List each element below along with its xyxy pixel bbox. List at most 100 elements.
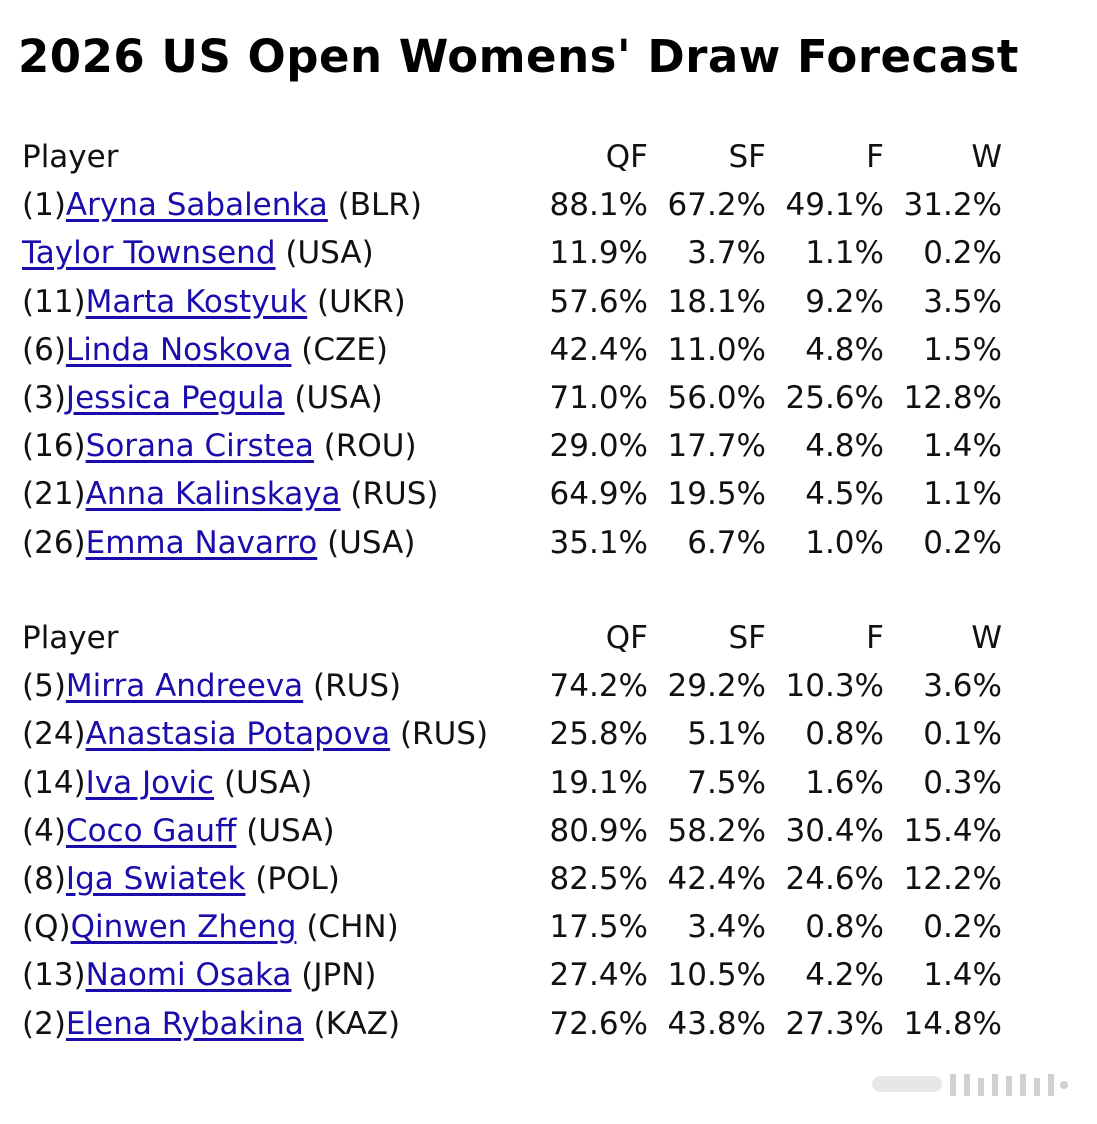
player-row: (13)Naomi Osaka (JPN) 27.4% 10.5% 4.2% 1.4% [14, 951, 1010, 999]
player-column-header: Player [22, 139, 119, 176]
player-name-link[interactable]: Anastasia Potapova [85, 716, 391, 753]
player-country: (JPN) [291, 957, 377, 994]
player-row: (8)Iga Swiatek (POL) 82.5% 42.4% 24.6% 12.2% [14, 855, 1010, 903]
qf-probability-cell: 71.0% [549, 380, 648, 417]
player-name-link[interactable]: Coco Gauff [65, 812, 237, 849]
player-name-link[interactable]: Qinwen Zheng [70, 909, 297, 946]
sf-probability-cell: 5.1% [687, 716, 766, 753]
player-name-link[interactable]: Emma Navarro [85, 524, 318, 561]
qf-probability-cell: 80.9% [549, 812, 648, 849]
player-name-link[interactable]: Anna Kalinskaya [85, 476, 341, 513]
player-row: (4)Coco Gauff (USA) 80.9% 58.2% 30.4% 15.4% [14, 807, 1010, 855]
player-country: (POL) [245, 861, 340, 898]
player-row: (1)Aryna Sabalenka (BLR) 88.1% 67.2% 49.1% 3… [14, 181, 1010, 229]
f-probability-cell: 24.6% [785, 861, 884, 898]
player-row: (5)Mirra Andreeva (RUS) 74.2% 29.2% 10.3% 3.… [14, 662, 1010, 710]
player-cell: (26)Emma Navarro (USA) [14, 519, 538, 567]
sf-probability-cell: 43.8% [667, 1005, 766, 1042]
f-probability-cell: 4.8% [805, 428, 884, 465]
player-column-header: Player [22, 620, 119, 657]
player-cell: (21)Anna Kalinskaya (RUS) [14, 470, 538, 518]
player-row: (2)Elena Rybakina (KAZ) 72.6% 43.8% 27.3% 14… [14, 1000, 1010, 1048]
qf-probability-cell: 72.6% [549, 1005, 648, 1042]
player-name-link[interactable]: Mirra Andreeva [65, 668, 304, 705]
player-seed: (4) [22, 812, 66, 849]
f-probability-cell: 4.5% [805, 476, 884, 513]
w-probability-cell: 0.2% [923, 909, 1002, 946]
player-cell: (4)Coco Gauff (USA) [14, 807, 538, 855]
player-name-link[interactable]: Iva Jovic [85, 764, 215, 801]
qf-probability-cell: 19.1% [549, 764, 648, 801]
player-seed: (5) [22, 668, 66, 705]
sf-probability-cell: 58.2% [667, 812, 766, 849]
player-row: (Q)Qinwen Zheng (CHN) 17.5% 3.4% 0.8% 0.2% [14, 903, 1010, 951]
player-seed: (24) [22, 716, 86, 753]
qf-probability-cell: 27.4% [549, 957, 648, 994]
player-name-link[interactable]: Naomi Osaka [85, 957, 292, 994]
f-probability-cell: 10.3% [785, 668, 884, 705]
sf-probability-cell: 6.7% [687, 524, 766, 561]
sf-probability-cell: 67.2% [667, 187, 766, 224]
player-row: (24)Anastasia Potapova (RUS) 25.8% 5.1% 0.8… [14, 710, 1010, 758]
w-probability-cell: 1.4% [923, 428, 1002, 465]
player-name-link[interactable]: Linda Noskova [65, 331, 292, 368]
sf-probability-cell: 18.1% [667, 283, 766, 320]
player-country: (USA) [284, 380, 383, 417]
sf-column-header: SF [728, 139, 766, 176]
player-country: (RUS) [303, 668, 402, 705]
player-cell: (6)Linda Noskova (CZE) [14, 326, 538, 374]
table-header-row: Player QF SF F W [14, 133, 1010, 181]
f-probability-cell: 27.3% [785, 1005, 884, 1042]
player-cell: (1)Aryna Sabalenka (BLR) [14, 181, 538, 229]
w-probability-cell: 0.2% [923, 524, 1002, 561]
qf-probability-cell: 29.0% [549, 428, 648, 465]
w-probability-cell: 31.2% [903, 187, 1002, 224]
w-probability-cell: 0.1% [923, 716, 1002, 753]
player-cell: (13)Naomi Osaka (JPN) [14, 951, 538, 999]
f-probability-cell: 4.2% [805, 957, 884, 994]
w-probability-cell: 15.4% [903, 812, 1002, 849]
player-cell: (3)Jessica Pegula (USA) [14, 374, 538, 422]
player-cell: (Q)Qinwen Zheng (CHN) [14, 903, 538, 951]
forecast-table-bottom-half: Player QF SF F W (5)Mirra Andreeva (RUS)… [14, 614, 1010, 1048]
sf-probability-cell: 29.2% [667, 668, 766, 705]
player-name-link[interactable]: Aryna Sabalenka [65, 187, 328, 224]
page-title: 2026 US Open Womens' Draw Forecast [18, 30, 1019, 83]
player-cell: (2)Elena Rybakina (KAZ) [14, 1000, 538, 1048]
w-probability-cell: 1.4% [923, 957, 1002, 994]
qf-probability-cell: 82.5% [549, 861, 648, 898]
f-probability-cell: 0.8% [805, 909, 884, 946]
player-seed: (1) [22, 187, 66, 224]
qf-probability-cell: 88.1% [549, 187, 648, 224]
sf-probability-cell: 3.4% [687, 909, 766, 946]
player-name-link[interactable]: Sorana Cirstea [85, 428, 314, 465]
player-row: (14)Iva Jovic (USA) 19.1% 7.5% 1.6% 0.3% [14, 759, 1010, 807]
player-name-link[interactable]: Taylor Townsend [22, 235, 276, 272]
table-header-row: Player QF SF F W [14, 614, 1010, 662]
player-name-link[interactable]: Elena Rybakina [65, 1005, 304, 1042]
player-seed: (13) [22, 957, 86, 994]
player-cell: (5)Mirra Andreeva (RUS) [14, 662, 538, 710]
qf-probability-cell: 25.8% [549, 716, 648, 753]
player-seed: (11) [22, 283, 86, 320]
player-seed: (26) [22, 524, 86, 561]
w-probability-cell: 1.5% [923, 331, 1002, 368]
player-country: (CZE) [291, 331, 388, 368]
f-probability-cell: 9.2% [805, 283, 884, 320]
w-probability-cell: 1.1% [923, 476, 1002, 513]
watermark-logo [872, 1074, 1068, 1096]
qf-probability-cell: 74.2% [549, 668, 648, 705]
qf-probability-cell: 42.4% [549, 331, 648, 368]
player-row: (3)Jessica Pegula (USA) 71.0% 56.0% 25.6% 12… [14, 374, 1010, 422]
w-probability-cell: 12.8% [903, 380, 1002, 417]
player-cell: (8)Iga Swiatek (POL) [14, 855, 538, 903]
f-probability-cell: 0.8% [805, 716, 884, 753]
player-name-link[interactable]: Jessica Pegula [65, 380, 285, 417]
player-seed: (21) [22, 476, 86, 513]
sf-probability-cell: 17.7% [667, 428, 766, 465]
player-name-link[interactable]: Iga Swiatek [65, 861, 246, 898]
qf-column-header: QF [605, 620, 648, 657]
player-country: (ROU) [313, 428, 417, 465]
player-name-link[interactable]: Marta Kostyuk [85, 283, 308, 320]
sf-probability-cell: 7.5% [687, 764, 766, 801]
